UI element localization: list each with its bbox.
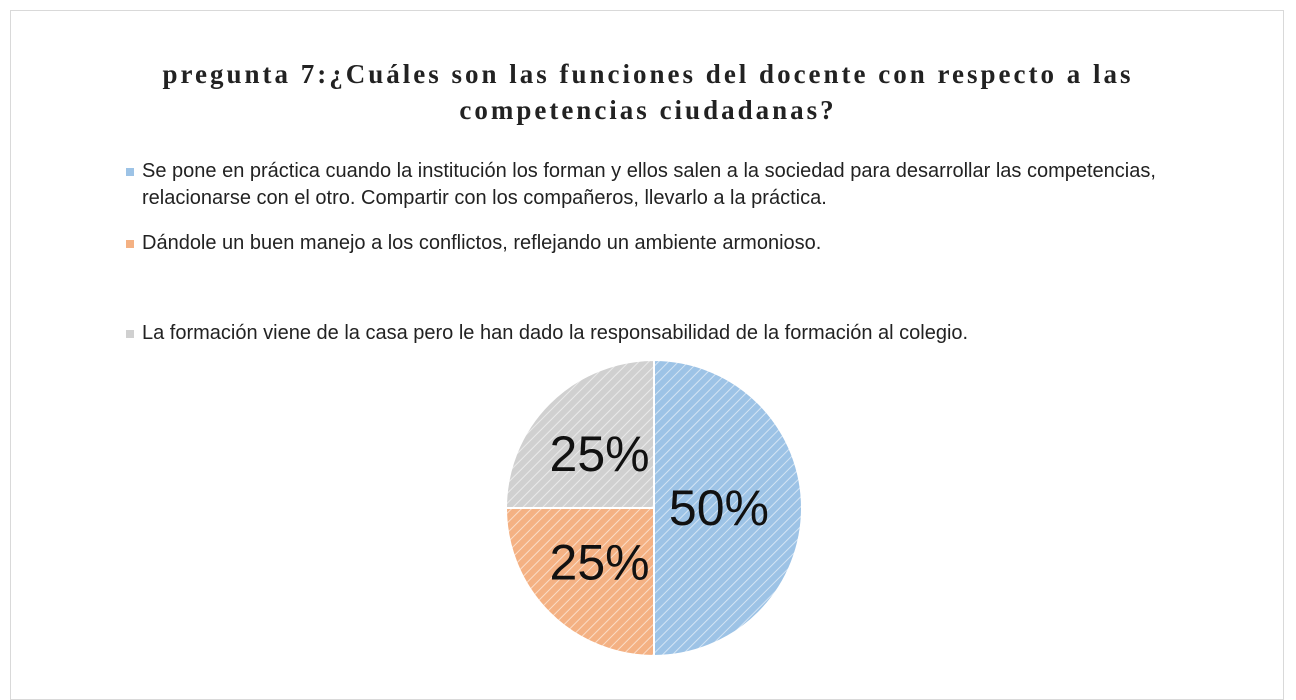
- page: pregunta 7:¿Cuáles son las funciones del…: [10, 10, 1284, 700]
- pie-slice: [504, 507, 655, 658]
- legend-label: La formación viene de la casa pero le ha…: [142, 322, 969, 344]
- pie-slice: [504, 358, 655, 509]
- legend-item: La formación viene de la casa pero le ha…: [126, 320, 1216, 347]
- pie-chart: 50% 25% 25%: [504, 358, 803, 658]
- legend-swatch: [126, 168, 134, 176]
- data-label: 50%: [669, 480, 769, 536]
- legend-label: Se pone en práctica cuando la institució…: [142, 160, 1156, 209]
- legend-swatch: [126, 330, 134, 338]
- chart-title: pregunta 7:¿Cuáles son las funciones del…: [162, 59, 1134, 125]
- data-label: 25%: [550, 535, 650, 591]
- legend-item: Se pone en práctica cuando la institució…: [126, 158, 1216, 212]
- legend-item: Dándole un buen manejo a los conflictos,…: [126, 230, 1216, 257]
- legend-label: Dándole un buen manejo a los conflictos,…: [142, 232, 822, 254]
- data-label: 25%: [550, 426, 650, 482]
- pie-slice: [653, 358, 803, 658]
- legend-swatch: [126, 240, 134, 248]
